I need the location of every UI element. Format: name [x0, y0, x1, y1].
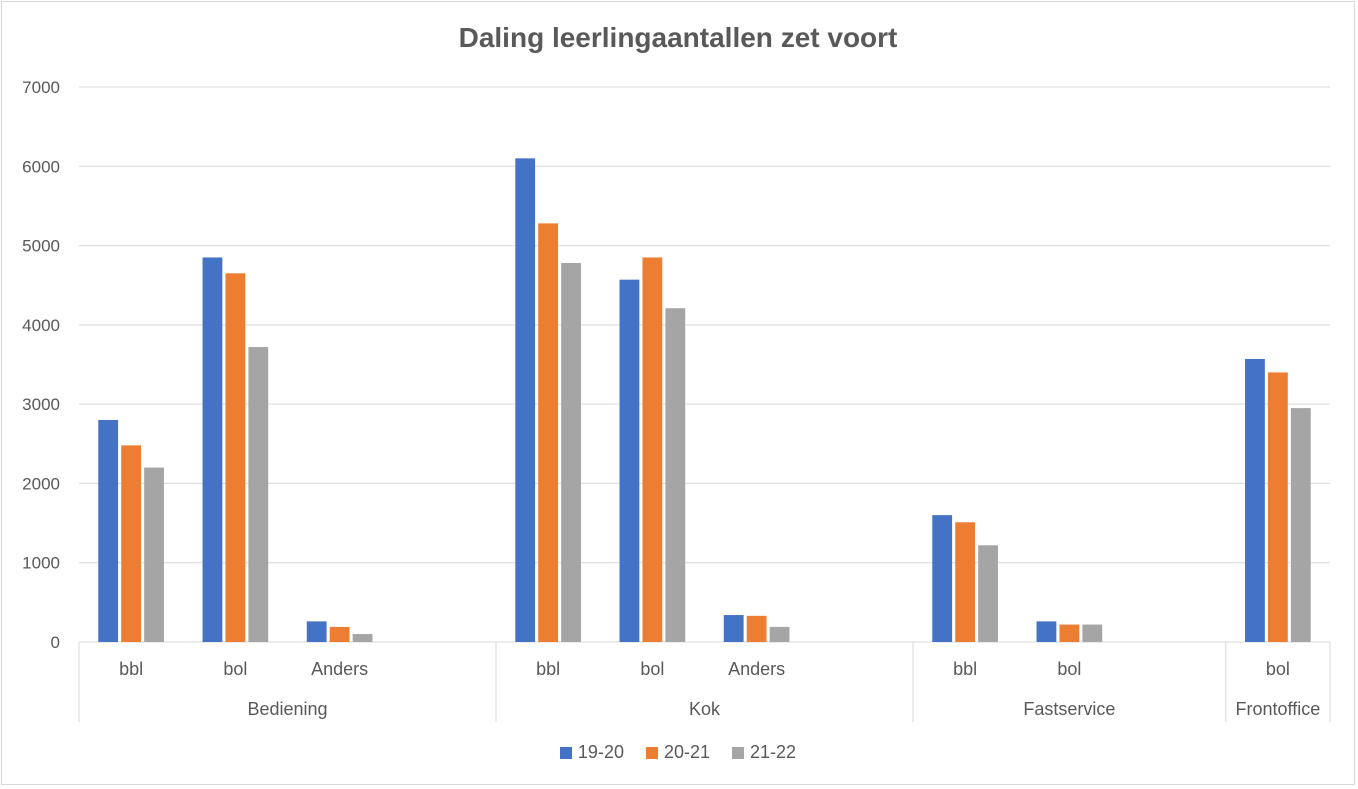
legend-label: 21-22 [750, 742, 797, 762]
group-label: Kok [689, 699, 721, 719]
y-tick-label: 2000 [22, 474, 60, 493]
bar [642, 257, 663, 642]
legend-swatch [732, 746, 745, 759]
legend-label: 20-21 [663, 742, 711, 762]
legend-swatch [645, 746, 658, 759]
bar [248, 347, 269, 642]
bar [144, 467, 164, 642]
bar [1059, 624, 1080, 642]
legend-item: 19-20 [559, 742, 624, 763]
bar [1267, 372, 1288, 642]
group-label: Frontoffice [1236, 699, 1321, 719]
y-tick-label: 7000 [22, 78, 60, 97]
bar [665, 308, 686, 642]
bar [723, 615, 744, 642]
bar [1036, 621, 1057, 642]
bar [746, 615, 767, 642]
category-label: bol [1266, 659, 1290, 679]
legend-swatch [559, 746, 572, 759]
bar [955, 522, 976, 642]
bar [329, 626, 350, 642]
bar [619, 279, 640, 642]
chart-legend: 19-20 20-21 21-22 [2, 742, 1354, 763]
y-tick-label: 3000 [22, 395, 60, 414]
category-label: Anders [728, 659, 785, 679]
bar [352, 634, 373, 642]
bar [515, 158, 536, 642]
bar [121, 445, 142, 642]
bar [1290, 408, 1311, 642]
bar [538, 223, 559, 642]
legend-item: 20-21 [645, 742, 711, 763]
bar [306, 621, 327, 642]
y-tick-label: 4000 [22, 316, 60, 335]
category-label: bol [640, 659, 664, 679]
group-label: Fastservice [1023, 699, 1115, 719]
bar [1082, 624, 1103, 642]
bar [1245, 358, 1265, 642]
bar [225, 273, 246, 642]
y-tick-label: 0 [51, 633, 60, 652]
bar [202, 257, 223, 642]
bar [561, 263, 581, 642]
category-label: bol [1057, 659, 1081, 679]
bar [932, 515, 953, 642]
category-label: bol [223, 659, 247, 679]
group-label: Bediening [247, 699, 327, 719]
legend-item: 21-22 [732, 742, 796, 763]
legend-label: 19-20 [577, 742, 624, 762]
category-label: bbl [953, 659, 977, 679]
y-tick-label: 5000 [22, 237, 60, 256]
chart-title: Daling leerlingaantallen zet voort [458, 22, 898, 53]
y-tick-label: 6000 [22, 157, 60, 176]
bar [98, 420, 119, 642]
category-label: bbl [119, 659, 143, 679]
y-tick-label: 1000 [22, 554, 60, 573]
bar [769, 626, 790, 642]
category-label: Anders [311, 659, 368, 679]
bar [978, 545, 998, 642]
category-label: bbl [536, 659, 560, 679]
